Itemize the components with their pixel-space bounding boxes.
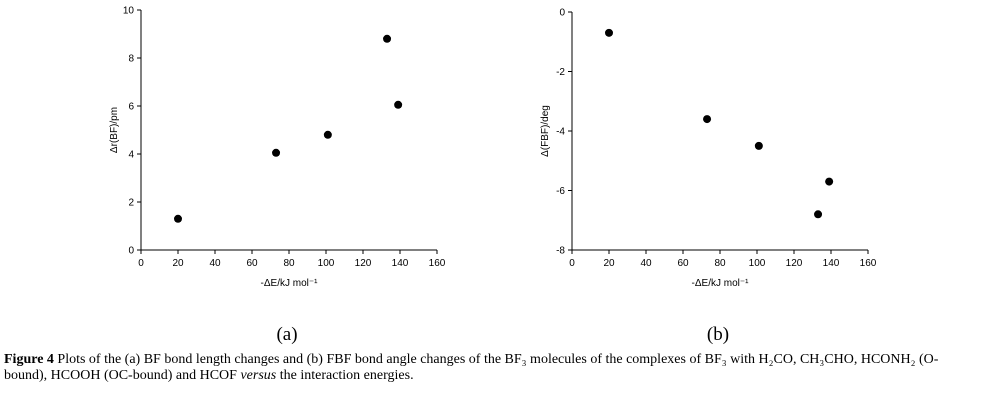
y-tick-label: -2 (556, 67, 565, 78)
x-tick-label: 100 (749, 258, 766, 269)
x-tick-label: 140 (392, 258, 409, 269)
x-axis-label: -ΔE/kJ mol⁻¹ (261, 278, 319, 289)
x-tick-label: 0 (138, 258, 144, 269)
x-tick-label: 120 (786, 258, 803, 269)
caption-text: the interaction energies. (276, 368, 414, 383)
x-tick-label: 160 (860, 258, 877, 269)
caption-label: Figure 4 (4, 352, 54, 367)
x-tick-label: 0 (569, 258, 575, 269)
point (814, 210, 823, 219)
x-tick-label: 140 (823, 258, 840, 269)
y-tick-label: -8 (556, 246, 565, 257)
y-tick-label: 0 (128, 246, 134, 257)
x-tick-label: 40 (640, 258, 652, 269)
x-tick-label: 160 (429, 258, 446, 269)
y-tick-label: 8 (128, 54, 134, 65)
point (605, 28, 613, 37)
point (825, 177, 834, 186)
point (272, 148, 281, 157)
y-tick-label: 0 (559, 8, 565, 19)
y-tick-label: 2 (128, 198, 134, 209)
x-tick-label: 20 (172, 258, 184, 269)
x-tick-label: 100 (318, 258, 335, 269)
x-tick-label: 40 (209, 258, 221, 269)
figure-caption: Figure 4 Plots of the (a) BF bond length… (4, 352, 980, 384)
point (174, 214, 182, 223)
x-tick-label: 60 (677, 258, 689, 269)
panel-label: (b) (707, 324, 729, 345)
point (323, 130, 332, 139)
y-tick-label: 6 (128, 102, 134, 113)
panel-label: (a) (276, 324, 297, 345)
caption-text: Plots of the (a) BF bond length changes … (4, 352, 939, 383)
y-tick-label: -4 (556, 127, 565, 138)
figure: 0 20 40 60 80 100 120 140 160 0 2 4 6 8 10 -ΔE/kJ mol⁻¹… (109, 6, 877, 346)
x-tick-label: 120 (355, 258, 372, 269)
y-axis-label: Δ(FBF)/deg (540, 105, 551, 157)
point (383, 34, 392, 43)
point (394, 100, 403, 109)
caption-emphasis: versus (240, 368, 277, 383)
y-axis-label: Δr(BF)/pm (109, 107, 120, 153)
x-axis-label: -ΔE/kJ mol⁻¹ (692, 278, 750, 289)
y-tick-label: 4 (128, 150, 134, 161)
x-tick-label: 60 (246, 258, 258, 269)
point (703, 115, 712, 124)
x-tick-label: 80 (283, 258, 295, 269)
x-tick-label: 20 (603, 258, 615, 269)
y-tick-label: -6 (556, 186, 565, 197)
x-tick-label: 80 (714, 258, 726, 269)
point (754, 141, 763, 150)
y-tick-label: 10 (123, 6, 135, 17)
